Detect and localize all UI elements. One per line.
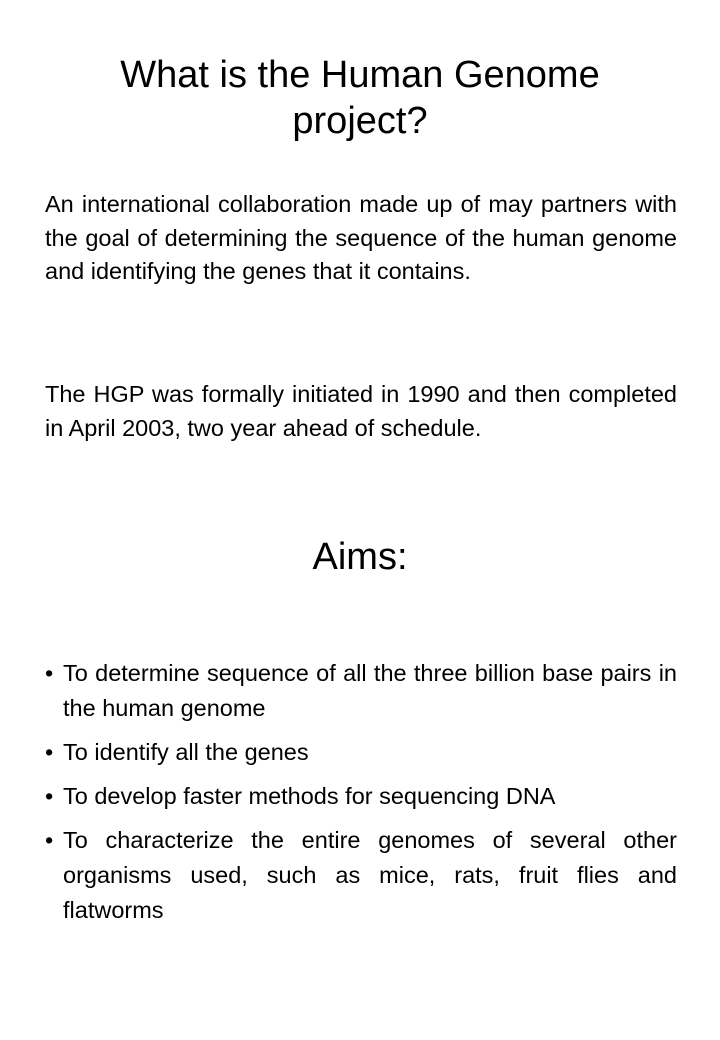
list-item: • To develop faster methods for sequenci… [45,779,677,814]
aim-text: To identify all the genes [63,739,309,765]
bullet-icon: • [45,783,54,809]
bullet-icon: • [45,739,54,765]
aims-heading: Aims: [312,536,408,578]
aim-text: To characterize the entire genomes of se… [63,827,677,923]
page-title: What is the Human Genome project? [120,54,600,142]
list-item: • To determine sequence of all the three… [45,656,677,726]
timeline-paragraph: The HGP was formally initiated in 1990 a… [45,381,677,441]
list-item: • To characterize the entire genomes of … [45,823,677,928]
bullet-icon: • [45,660,54,686]
intro-paragraph: An international collaboration made up o… [45,191,677,284]
aim-text: To develop faster methods for sequencing… [63,783,556,809]
bullet-icon: • [45,827,54,853]
aim-text: To determine sequence of all the three b… [63,660,677,721]
aims-list: • To determine sequence of all the three… [45,656,677,937]
list-item: • To identify all the genes [45,735,677,770]
